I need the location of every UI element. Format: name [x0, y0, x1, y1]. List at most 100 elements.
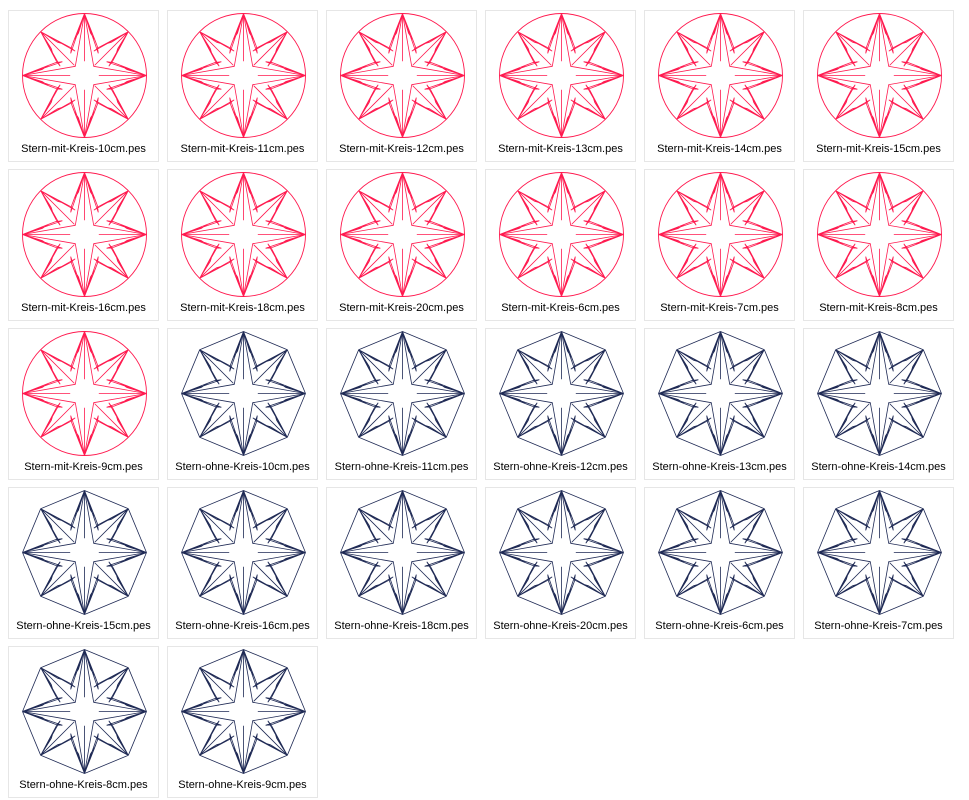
file-name-label: Stern-ohne-Kreis-11cm.pes	[334, 461, 469, 473]
file-thumbnail	[807, 331, 952, 456]
file-thumbnail	[12, 331, 157, 456]
embroidery-star-thumbnail	[499, 490, 624, 615]
file-item[interactable]: Stern-ohne-Kreis-11cm.pes	[326, 328, 477, 480]
file-item[interactable]: Stern-ohne-Kreis-14cm.pes	[803, 328, 954, 480]
file-name-label: Stern-ohne-Kreis-7cm.pes	[814, 620, 943, 632]
file-item[interactable]: Stern-mit-Kreis-8cm.pes	[803, 169, 954, 321]
file-item[interactable]: Stern-ohne-Kreis-16cm.pes	[167, 487, 318, 639]
file-item[interactable]: Stern-ohne-Kreis-10cm.pes	[167, 328, 318, 480]
file-name-label: Stern-ohne-Kreis-13cm.pes	[652, 461, 787, 473]
embroidery-star-circle-thumbnail	[340, 13, 465, 138]
file-thumbnail	[171, 649, 316, 774]
file-thumbnail	[171, 13, 316, 138]
file-item[interactable]: Stern-ohne-Kreis-6cm.pes	[644, 487, 795, 639]
file-thumbnail	[171, 331, 316, 456]
file-name-label: Stern-mit-Kreis-10cm.pes	[21, 143, 146, 155]
embroidery-star-thumbnail	[22, 649, 147, 774]
file-thumbnail	[489, 172, 634, 297]
file-name-label: Stern-mit-Kreis-7cm.pes	[660, 302, 779, 314]
file-name-label: Stern-mit-Kreis-9cm.pes	[24, 461, 143, 473]
file-name-label: Stern-ohne-Kreis-12cm.pes	[493, 461, 628, 473]
embroidery-star-thumbnail	[817, 490, 942, 615]
embroidery-star-circle-thumbnail	[499, 13, 624, 138]
file-thumbnail	[807, 490, 952, 615]
embroidery-star-circle-thumbnail	[817, 13, 942, 138]
file-item[interactable]: Stern-ohne-Kreis-7cm.pes	[803, 487, 954, 639]
file-name-label: Stern-mit-Kreis-18cm.pes	[180, 302, 305, 314]
embroidery-star-thumbnail	[658, 331, 783, 456]
embroidery-star-thumbnail	[340, 490, 465, 615]
file-thumbnail	[171, 490, 316, 615]
embroidery-star-thumbnail	[499, 331, 624, 456]
embroidery-star-circle-thumbnail	[22, 172, 147, 297]
file-item[interactable]: Stern-mit-Kreis-9cm.pes	[8, 328, 159, 480]
embroidery-star-circle-thumbnail	[817, 172, 942, 297]
file-thumbnail	[330, 331, 475, 456]
file-thumbnail	[807, 172, 952, 297]
file-name-label: Stern-ohne-Kreis-16cm.pes	[175, 620, 310, 632]
file-thumbnail	[171, 172, 316, 297]
file-item[interactable]: Stern-ohne-Kreis-18cm.pes	[326, 487, 477, 639]
embroidery-star-circle-thumbnail	[658, 172, 783, 297]
file-name-label: Stern-ohne-Kreis-6cm.pes	[655, 620, 784, 632]
file-name-label: Stern-mit-Kreis-8cm.pes	[819, 302, 938, 314]
embroidery-star-circle-thumbnail	[499, 172, 624, 297]
file-thumbnail	[489, 331, 634, 456]
file-item[interactable]: Stern-ohne-Kreis-8cm.pes	[8, 646, 159, 798]
file-item[interactable]: Stern-mit-Kreis-13cm.pes	[485, 10, 636, 162]
file-name-label: Stern-ohne-Kreis-15cm.pes	[16, 620, 151, 632]
file-name-label: Stern-ohne-Kreis-14cm.pes	[811, 461, 946, 473]
file-thumbnail	[330, 172, 475, 297]
file-item[interactable]: Stern-mit-Kreis-20cm.pes	[326, 169, 477, 321]
file-name-label: Stern-mit-Kreis-13cm.pes	[498, 143, 623, 155]
file-thumbnail	[648, 13, 793, 138]
file-name-label: Stern-ohne-Kreis-8cm.pes	[19, 779, 148, 791]
file-item[interactable]: Stern-mit-Kreis-10cm.pes	[8, 10, 159, 162]
file-item[interactable]: Stern-ohne-Kreis-9cm.pes	[167, 646, 318, 798]
embroidery-star-thumbnail	[181, 331, 306, 456]
file-name-label: Stern-mit-Kreis-14cm.pes	[657, 143, 782, 155]
file-name-label: Stern-ohne-Kreis-18cm.pes	[334, 620, 469, 632]
embroidery-star-circle-thumbnail	[181, 13, 306, 138]
file-thumbnail	[489, 490, 634, 615]
embroidery-star-circle-thumbnail	[340, 172, 465, 297]
file-item[interactable]: Stern-mit-Kreis-11cm.pes	[167, 10, 318, 162]
file-item[interactable]: Stern-mit-Kreis-18cm.pes	[167, 169, 318, 321]
embroidery-star-thumbnail	[22, 490, 147, 615]
embroidery-star-circle-thumbnail	[22, 13, 147, 138]
file-item[interactable]: Stern-ohne-Kreis-13cm.pes	[644, 328, 795, 480]
file-item[interactable]: Stern-ohne-Kreis-12cm.pes	[485, 328, 636, 480]
file-name-label: Stern-ohne-Kreis-10cm.pes	[175, 461, 310, 473]
embroidery-star-thumbnail	[658, 490, 783, 615]
file-item[interactable]: Stern-mit-Kreis-12cm.pes	[326, 10, 477, 162]
file-name-label: Stern-mit-Kreis-6cm.pes	[501, 302, 620, 314]
embroidery-star-thumbnail	[181, 649, 306, 774]
file-item[interactable]: Stern-mit-Kreis-14cm.pes	[644, 10, 795, 162]
file-name-label: Stern-mit-Kreis-20cm.pes	[339, 302, 464, 314]
file-name-label: Stern-mit-Kreis-16cm.pes	[21, 302, 146, 314]
file-thumbnail	[12, 649, 157, 774]
file-thumbnail	[330, 490, 475, 615]
file-thumbnail	[330, 13, 475, 138]
embroidery-star-thumbnail	[340, 331, 465, 456]
embroidery-star-thumbnail	[817, 331, 942, 456]
file-thumbnail	[648, 172, 793, 297]
file-name-label: Stern-mit-Kreis-12cm.pes	[339, 143, 464, 155]
file-item[interactable]: Stern-mit-Kreis-7cm.pes	[644, 169, 795, 321]
file-name-label: Stern-mit-Kreis-11cm.pes	[180, 143, 305, 155]
file-item[interactable]: Stern-mit-Kreis-15cm.pes	[803, 10, 954, 162]
file-name-label: Stern-mit-Kreis-15cm.pes	[816, 143, 941, 155]
file-item[interactable]: Stern-mit-Kreis-16cm.pes	[8, 169, 159, 321]
file-thumbnail	[648, 331, 793, 456]
file-thumbnail	[12, 490, 157, 615]
file-item[interactable]: Stern-ohne-Kreis-20cm.pes	[485, 487, 636, 639]
file-name-label: Stern-ohne-Kreis-20cm.pes	[493, 620, 628, 632]
embroidery-star-circle-thumbnail	[658, 13, 783, 138]
file-thumbnail	[648, 490, 793, 615]
embroidery-star-circle-thumbnail	[181, 172, 306, 297]
file-item[interactable]: Stern-ohne-Kreis-15cm.pes	[8, 487, 159, 639]
file-item[interactable]: Stern-mit-Kreis-6cm.pes	[485, 169, 636, 321]
file-name-label: Stern-ohne-Kreis-9cm.pes	[178, 779, 307, 791]
embroidery-star-circle-thumbnail	[22, 331, 147, 456]
